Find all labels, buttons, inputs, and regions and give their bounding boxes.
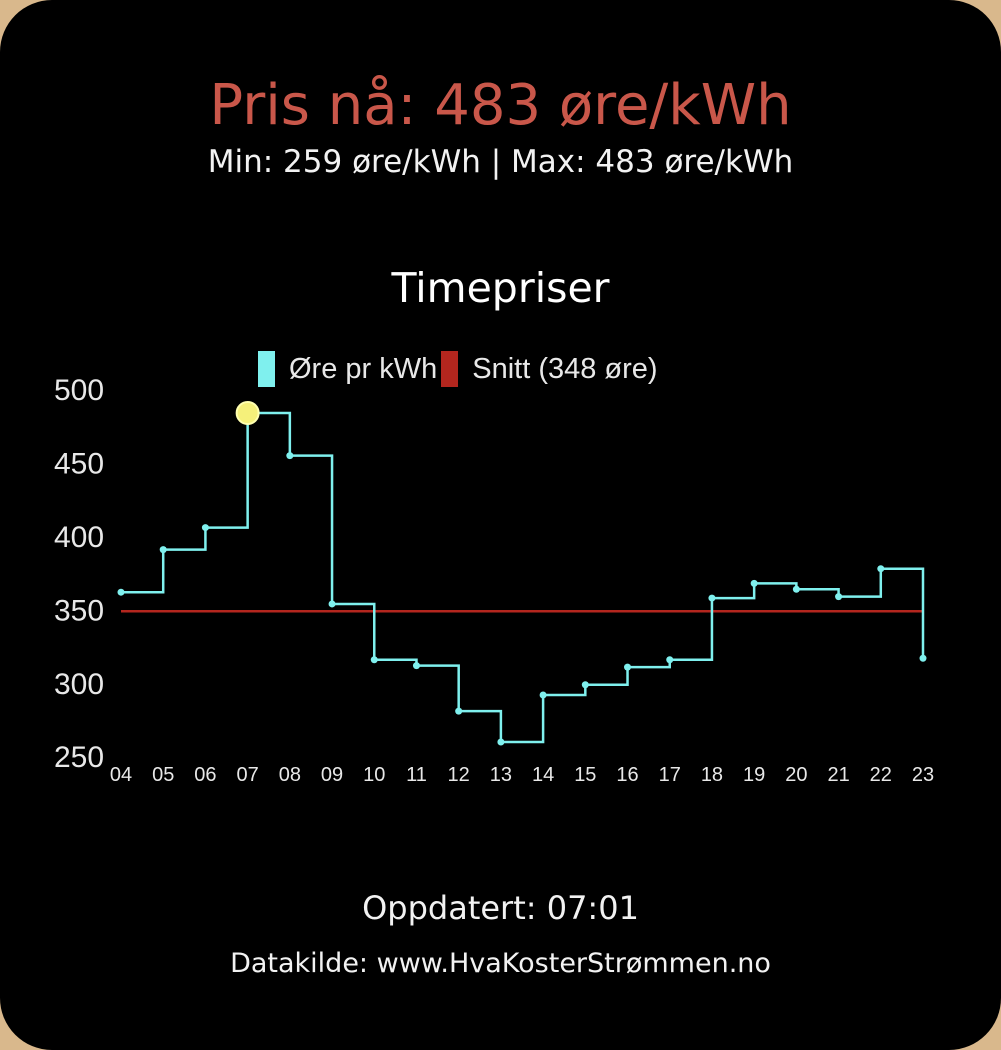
legend-item-price: Øre pr kWh: [258, 351, 437, 387]
y-tick-label: 300: [54, 668, 104, 701]
price-point: [455, 707, 463, 715]
x-tick-label: 16: [616, 764, 638, 786]
price-point: [750, 579, 758, 587]
x-tick-label: 17: [659, 764, 681, 786]
price-point: [539, 691, 547, 699]
x-tick-label: 13: [490, 764, 512, 786]
price-point: [370, 656, 378, 664]
legend-swatch-average: [441, 351, 459, 387]
price-point: [497, 738, 505, 746]
price-point: [792, 585, 800, 593]
current-hour-marker: [235, 401, 260, 425]
price-point: [286, 452, 294, 460]
price-point: [666, 656, 674, 664]
x-tick-label: 09: [321, 764, 343, 786]
x-tick-label: 22: [870, 764, 892, 786]
x-tick-label: 05: [152, 764, 174, 786]
legend-item-average: Snitt (348 øre): [441, 351, 658, 387]
x-tick-label: 18: [701, 764, 723, 786]
hourly-price-chart: 250 300 350 400 450 500 04 05 06 07 08 09 10 11 12 13 14…: [54, 374, 934, 786]
x-tick-label: 12: [448, 764, 470, 786]
x-tick-label: 23: [912, 764, 934, 786]
price-point: [877, 565, 885, 573]
x-tick-label: 19: [743, 764, 765, 786]
price-point: [159, 546, 167, 554]
price-step-line: [121, 411, 925, 744]
legend-swatch-price: [258, 351, 275, 387]
chart-title: Timepriser: [391, 264, 610, 312]
y-tick-label: 250: [54, 741, 104, 774]
y-tick-label: 450: [54, 447, 104, 480]
x-tick-label: 15: [574, 764, 596, 786]
chart-legend: Øre pr kWh Snitt (348 øre): [258, 349, 658, 389]
price-point: [708, 594, 716, 602]
x-tick-label: 21: [827, 764, 849, 786]
x-tick-label: 04: [110, 764, 132, 786]
price-point: [201, 524, 209, 532]
min-max-prices: Min: 259 øre/kWh | Max: 483 øre/kWh: [207, 144, 794, 180]
x-tick-label: 06: [194, 764, 216, 786]
price-point: [412, 662, 420, 670]
price-point: [581, 681, 589, 689]
x-tick-label: 14: [532, 764, 554, 786]
x-tick-label: 07: [237, 764, 259, 786]
price-point: [835, 593, 843, 601]
updated-time: Oppdatert: 07:01: [362, 889, 639, 927]
data-source: Datakilde: www.HvaKosterStrømmen.no: [230, 948, 771, 979]
price-point: [117, 588, 125, 596]
current-price: Pris nå: 483 øre/kWh: [209, 73, 792, 138]
legend-label-average: Snitt (348 øre): [472, 352, 658, 385]
x-tick-label: 20: [785, 764, 807, 786]
price-point: [919, 654, 927, 662]
price-point: [624, 663, 632, 671]
price-point: [328, 600, 336, 608]
y-tick-label: 500: [54, 374, 104, 407]
legend-label-price: Øre pr kWh: [289, 352, 438, 385]
y-tick-label: 350: [54, 594, 104, 627]
x-tick-label: 08: [279, 764, 301, 786]
x-tick-label: 10: [363, 764, 385, 786]
x-tick-label: 11: [406, 764, 427, 786]
y-tick-label: 400: [54, 521, 104, 554]
